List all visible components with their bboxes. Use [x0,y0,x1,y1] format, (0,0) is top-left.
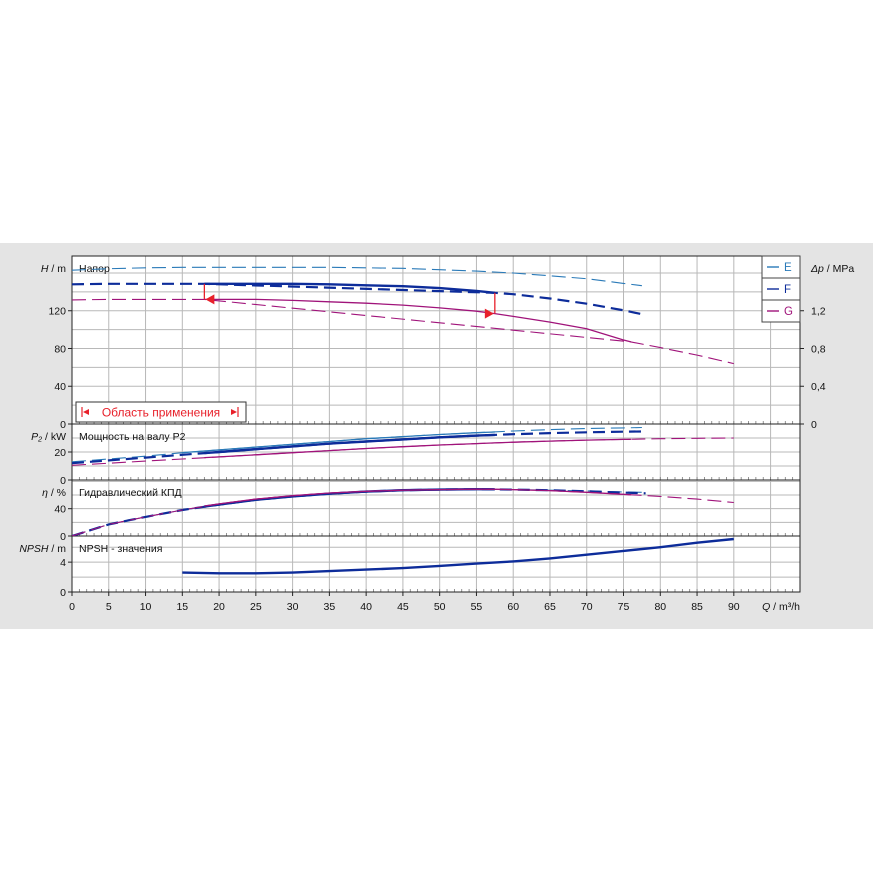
x-tick-label: 40 [360,601,372,613]
right-axis-label-unit: / MPa [824,263,855,275]
legend-label-E: E [784,262,792,274]
x-tick-label: 0 [69,601,75,613]
range-max-arrow [484,308,494,319]
right-tick-label: 1,2 [811,306,826,318]
panel-head-right-axis: 0 0,4 0,8 1,2 Δp / MPa [800,263,854,431]
x-tick-label: 25 [250,601,262,613]
panel-head-y-label-unit: / m [49,263,67,275]
panel-head-plot-area [72,256,800,424]
panel-npsh-horizontal-grid [72,546,800,578]
legend-entry-G [761,299,801,323]
curve-G-solid [204,298,632,343]
x-tick-label: 90 [728,601,740,613]
legend: EFG [761,255,801,323]
x-tick-label: 5 [106,601,112,613]
label-left-arrow [83,409,89,415]
panel-power-title: Мощность на валу P2 [79,431,186,443]
curve-E-solid [182,431,495,454]
curve-E-dashed [72,426,642,463]
y-tick-label: 120 [48,306,66,318]
x-tick-label: 50 [434,601,446,613]
label-right-arrow [231,409,237,415]
y-tick-label: 0 [60,531,66,543]
legend-label-F: F [784,284,791,296]
x-tick-label: 10 [140,601,152,613]
curve-F-solid [182,537,734,575]
x-tick-label: 55 [471,601,483,613]
panel-efficiency-y-label-unit: / % [48,487,66,499]
x-tick-label: 15 [176,601,188,613]
panel-power-y-label-unit: / kW [42,431,66,443]
right-tick-label: 0 [811,419,817,431]
curve-G-dashed [72,488,734,536]
curve-F-solid [204,433,495,455]
panel-npsh-title: NPSH - значения [79,543,162,555]
panel-efficiency-y-label-symbol: η [42,487,48,499]
panel-power: 0 20 P₂ / kW Мощность на валу P2 [31,423,801,487]
right-axis-label: Δp / MPa [810,263,854,275]
panel-efficiency-vertical-grid [78,480,794,536]
y-tick-label: 4 [60,557,66,569]
panel-npsh-y-ticks: 04 [60,557,72,599]
right-axis-label-symbol: Δp [810,263,824,275]
panel-efficiency-y-label: η / % [42,487,66,499]
overlay-layer: Область применения 0 5 10 15 20 25 30 35 40 45 50 55… [69,255,801,613]
curve-G-solid [204,438,631,459]
curve-G-solid [204,488,631,507]
x-tick-label: 35 [324,601,336,613]
x-tick-label: 85 [691,601,703,613]
application-range-marker [203,283,496,319]
curve-F-solid [204,282,495,294]
panel-npsh-border [71,535,801,593]
x-tick-label: 70 [581,601,593,613]
x-tick-label: 80 [654,601,666,613]
panel-efficiency-curves [72,487,734,536]
x-tick-label: 75 [618,601,630,613]
panel-npsh-y-label: NPSH / m [19,543,66,555]
x-axis: 0 5 10 15 20 25 30 35 40 45 50 55 60 65 70 75 80 85 90 Q / … [69,592,800,613]
legend-label-G: G [784,306,793,318]
x-tick-label: 60 [507,601,519,613]
panel-power-y-ticks: 0 20 [54,447,72,487]
y-tick-label: 40 [54,504,66,516]
y-tick-label: 0 [60,419,66,431]
panel-efficiency-title: Гидравлический КПД [79,487,182,499]
panel-efficiency-y-ticks: 0 40 [54,504,72,543]
panel-npsh-y-label-symbol: NPSH [19,543,49,555]
label-box-frame [75,401,247,423]
application-range-label: Область применения [102,406,220,420]
right-tick-label: 0,8 [811,343,826,355]
application-range-label-box: Область применения [75,401,247,423]
y-tick-label: 80 [54,343,66,355]
panel-head-y-label-symbol: H [41,263,49,275]
curve-E-dashed [72,266,642,287]
x-tick-label: 45 [397,601,409,613]
x-tick-label: 30 [287,601,299,613]
x-axis-label-symbol: Q [762,601,770,613]
x-tick-label: 20 [213,601,225,613]
y-tick-label: 0 [60,587,66,599]
panel-power-curves [72,426,734,466]
x-tick-label: 65 [544,601,556,613]
y-tick-label: 0 [60,475,66,487]
range-min-arrow [205,294,215,305]
x-axis-label: Q / m³/h [762,601,800,613]
right-tick-label: 0,4 [811,381,826,393]
panel-power-y-label: P₂ / kW [31,431,66,443]
y-tick-label: 40 [54,381,66,393]
x-axis-label-unit: / m³/h [770,601,800,613]
panel-npsh-y-label-unit: / m [49,543,67,555]
panel-npsh-curves [182,537,734,575]
panel-head-y-ticks: 0 40 80 120 [48,306,72,431]
y-tick-label: 20 [54,447,66,459]
panel-power-y-label-symbol: P₂ [31,431,42,443]
panel-head-y-label: H / m [41,263,66,275]
